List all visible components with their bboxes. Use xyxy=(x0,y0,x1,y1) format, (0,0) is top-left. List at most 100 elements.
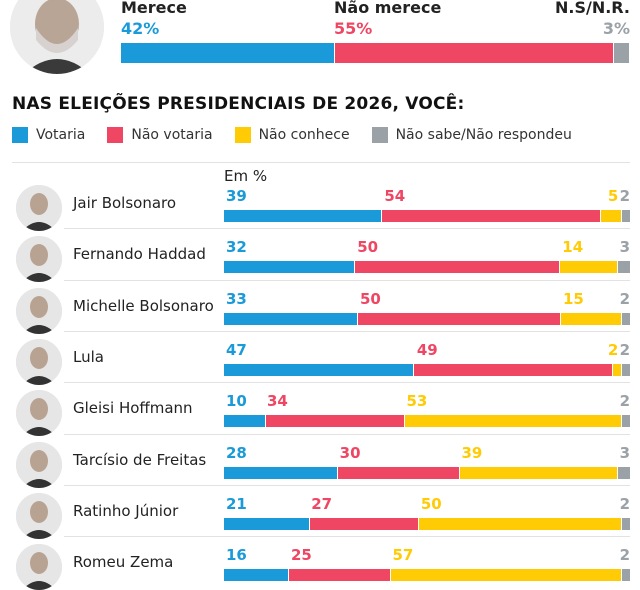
candidate-avatar xyxy=(16,236,62,283)
candidate-name: Gleisi Hoffmann xyxy=(73,399,193,418)
legend-item-ns: Não sabe/Não respondeu xyxy=(371,127,572,143)
candidate-avatar xyxy=(16,492,62,539)
divider xyxy=(12,162,630,163)
bar-segment-votaria xyxy=(224,466,337,479)
legend-swatch-nao-votaria xyxy=(107,127,124,143)
bar-segment-ns xyxy=(620,210,630,222)
value-label-nao-conhece: 15 xyxy=(562,289,584,308)
legend: Votaria Não votaria Não conhece Não sabe… xyxy=(12,127,572,143)
candidate-row-tarcisio-de-freitas: Tarcísio de Freitas 28 30 39 3 xyxy=(0,433,640,488)
summary-bar-merece xyxy=(121,43,334,63)
value-label-nao-conhece: 57 xyxy=(392,546,414,565)
value-label-ns: 2 xyxy=(619,289,630,308)
lula-portrait xyxy=(10,0,104,74)
stacked-bar xyxy=(224,466,630,479)
candidate-name: Ratinho Júnior xyxy=(73,501,179,520)
bar-segment-nao-votaria xyxy=(264,415,405,428)
bar-segment-nao-conhece xyxy=(404,415,621,428)
bar-segment-nao-votaria xyxy=(356,312,560,325)
row-divider xyxy=(64,536,630,538)
value-label-ns: 2 xyxy=(619,187,630,205)
bar-segment-nao-conhece xyxy=(390,569,621,582)
candidate-avatar xyxy=(16,390,62,437)
value-label-nao-conhece: 39 xyxy=(461,443,483,462)
bar-segment-nao-votaria xyxy=(308,517,419,530)
value-label-ns: 3 xyxy=(619,238,630,257)
bar-segment-votaria xyxy=(224,415,265,428)
candidate-name: Jair Bolsonaro xyxy=(73,194,177,212)
ns-value: 3% xyxy=(602,19,630,38)
value-label-ns: 2 xyxy=(619,494,630,513)
value-label-nao-votaria: 34 xyxy=(267,392,288,411)
value-label-nao-votaria: 50 xyxy=(357,238,379,257)
value-label-votaria: 32 xyxy=(226,238,247,257)
value-label-votaria: 33 xyxy=(226,289,247,308)
row-divider xyxy=(64,228,630,230)
candidate-name: Romeu Zema xyxy=(73,553,174,572)
candidate-name: Fernando Haddad xyxy=(73,245,206,264)
legend-swatch-nao-conhece xyxy=(234,127,251,143)
legend-swatch-ns xyxy=(371,127,388,143)
legend-label-nao-conhece: Não conhece xyxy=(258,127,350,143)
bar-segment-ns xyxy=(616,466,630,479)
value-label-nao-votaria: 25 xyxy=(290,546,312,565)
value-label-nao-votaria: 54 xyxy=(384,187,406,205)
candidate-avatar xyxy=(16,544,62,590)
bar-segment-votaria xyxy=(224,210,382,222)
legend-item-nao-votaria: Não votaria xyxy=(107,127,213,143)
stacked-bar xyxy=(224,569,630,582)
merece-label: Merece xyxy=(121,0,187,17)
candidate-row-lula: Lula 47 49 2 2 xyxy=(0,330,640,385)
bar-segment-nao-votaria xyxy=(288,569,391,582)
candidate-avatar xyxy=(16,441,62,488)
row-divider xyxy=(64,330,630,332)
candidate-avatar xyxy=(16,287,62,334)
legend-label-ns: Não sabe/Não respondeu xyxy=(395,127,572,143)
candidate-row-jair-bolsonaro: Jair Bolsonaro 39 54 5 2 xyxy=(0,180,640,231)
bar-segment-votaria xyxy=(224,569,289,582)
bar-segment-votaria xyxy=(224,312,357,325)
bar-segment-nao-conhece xyxy=(418,517,621,530)
legend-item-votaria: Votaria xyxy=(12,127,85,143)
value-label-nao-votaria: 30 xyxy=(339,443,361,462)
nao-merece-value: 55% xyxy=(334,19,373,38)
legend-label-nao-votaria: Não votaria xyxy=(131,127,213,143)
bar-segment-nao-votaria xyxy=(381,210,600,222)
value-label-votaria: 21 xyxy=(226,494,247,513)
stacked-bar xyxy=(224,363,630,376)
stacked-bar xyxy=(224,261,630,274)
bar-segment-votaria xyxy=(224,261,355,274)
legend-item-nao-conhece: Não conhece xyxy=(234,127,350,143)
nao-merece-label: Não merece xyxy=(334,0,442,17)
stacked-bar xyxy=(224,210,630,222)
bar-segment-ns xyxy=(620,517,630,530)
stacked-bar xyxy=(224,415,630,428)
value-label-nao-conhece: 5 xyxy=(607,187,619,205)
value-label-ns: 3 xyxy=(619,443,630,462)
value-label-nao-votaria: 50 xyxy=(359,289,381,308)
value-label-votaria: 16 xyxy=(226,546,247,565)
value-label-nao-conhece: 53 xyxy=(406,392,428,411)
value-label-votaria: 28 xyxy=(226,443,247,462)
stacked-bar xyxy=(224,312,630,325)
bar-segment-nao-votaria xyxy=(354,261,559,274)
bar-segment-ns xyxy=(620,312,630,325)
bar-segment-nao-conhece xyxy=(559,312,621,325)
stacked-bar xyxy=(224,517,630,530)
bar-segment-nao-votaria xyxy=(413,363,612,376)
value-label-nao-votaria: 49 xyxy=(416,340,438,359)
candidate-row-gleisi-hoffmann: Gleisi Hoffmann 10 34 53 2 xyxy=(0,382,640,437)
summary-bar xyxy=(121,43,629,63)
value-label-nao-conhece: 2 xyxy=(607,340,619,359)
candidate-row-michelle-bolsonaro: Michelle Bolsonaro 33 50 15 2 xyxy=(0,279,640,334)
row-divider xyxy=(64,484,630,486)
candidate-name: Tarcísio de Freitas xyxy=(73,450,207,469)
candidate-row-ratinho-junior: Ratinho Júnior 21 27 50 2 xyxy=(0,484,640,539)
candidate-row-fernando-haddad: Fernando Haddad 32 50 14 3 xyxy=(0,228,640,283)
merece-value: 42% xyxy=(121,19,160,38)
bar-segment-nao-conhece xyxy=(458,466,617,479)
value-label-nao-conhece: 14 xyxy=(562,238,584,257)
candidate-avatar xyxy=(16,185,62,231)
candidate-row-romeu-zema: Romeu Zema 16 25 57 2 xyxy=(0,536,640,590)
bar-segment-nao-conhece xyxy=(599,210,621,222)
